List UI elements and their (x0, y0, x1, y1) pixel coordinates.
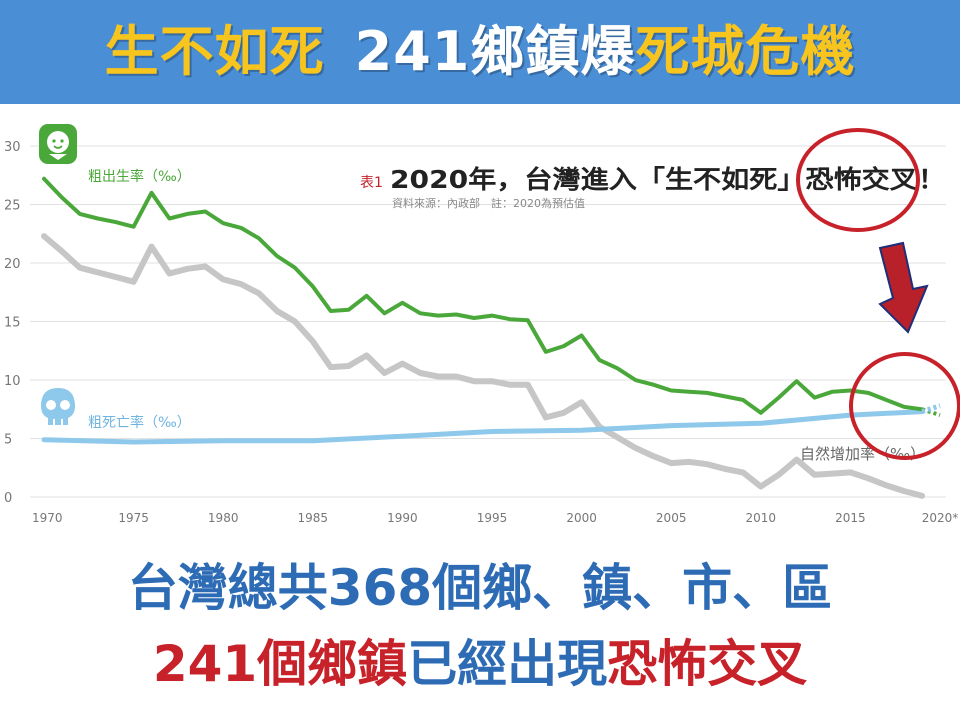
x-tick-label: 2020* (922, 511, 959, 525)
y-tick-label: 30 (4, 140, 21, 155)
chart-title: 2020年，台灣進入「生不如死」恐怖交叉！ (390, 165, 946, 194)
top-banner: 生不如死 241鄉鎮爆死城危機 (0, 0, 960, 104)
headline-part-2: 241鄉鎮爆 (354, 20, 636, 83)
chart: 0 5 10 15 20 25 30 1970 1975 1980 1985 1990 1995 2000… (0, 104, 960, 534)
x-tick-label: 2015 (835, 511, 866, 525)
down-arrow-icon (878, 241, 929, 334)
headline-part-3: 死城危機 (635, 20, 856, 83)
summary-line-2-part-2: 已經出現 (407, 635, 608, 693)
summary-line-1: 台灣總共368個鄉、鎮、市、區 (127, 559, 833, 617)
x-tick-label: 2005 (656, 511, 687, 525)
summary-line-2-part-3: 恐怖交叉 (607, 635, 808, 693)
y-tick-label: 0 (4, 491, 12, 506)
death-rate-label: 粗死亡率（‰） (88, 414, 191, 431)
headline-part-1: 生不如死 (104, 20, 325, 83)
y-tick-label: 25 (4, 199, 21, 214)
x-tick-label: 1975 (118, 511, 149, 525)
y-tick-label: 15 (4, 316, 21, 331)
summary-line-2: 241個鄉鎮已經出現恐怖交叉 (0, 628, 960, 700)
death-rate-line (41, 409, 925, 445)
chart-svg: 0 5 10 15 20 25 30 1970 1975 1980 1985 1990 1995 2000… (4, 124, 960, 525)
x-tick-label: 2000 (566, 511, 597, 525)
highlight-circle-crossover (849, 352, 960, 460)
natural-increase-line (41, 233, 926, 499)
x-tick-label: 1990 (387, 511, 418, 525)
source-note: 資料來源：內政部 註：2020為預估值 (392, 196, 585, 210)
headline: 生不如死 241鄉鎮爆死城危機 (0, 12, 960, 92)
x-tick-label: 1995 (477, 511, 508, 525)
x-tick-label: 1980 (208, 511, 239, 525)
x-tick-label: 1985 (298, 511, 329, 525)
x-tick-label: 1970 (32, 511, 63, 525)
y-tick-label: 5 (4, 433, 12, 448)
summary-line-2-part-1: 241個鄉鎮 (152, 635, 408, 693)
highlight-circle-title (796, 128, 920, 232)
baby-icon (39, 124, 77, 164)
y-tick-label: 10 (4, 374, 21, 389)
birth-rate-line (42, 176, 925, 415)
natural-increase-label: 自然增加率（‰） (800, 445, 925, 463)
chart-title-prefix: 表1 (360, 175, 383, 191)
birth-rate-label: 粗出生率（‰） (88, 168, 191, 185)
y-tick-label: 20 (4, 257, 21, 272)
x-tick-label: 2010 (746, 511, 777, 525)
skull-icon (41, 388, 75, 425)
